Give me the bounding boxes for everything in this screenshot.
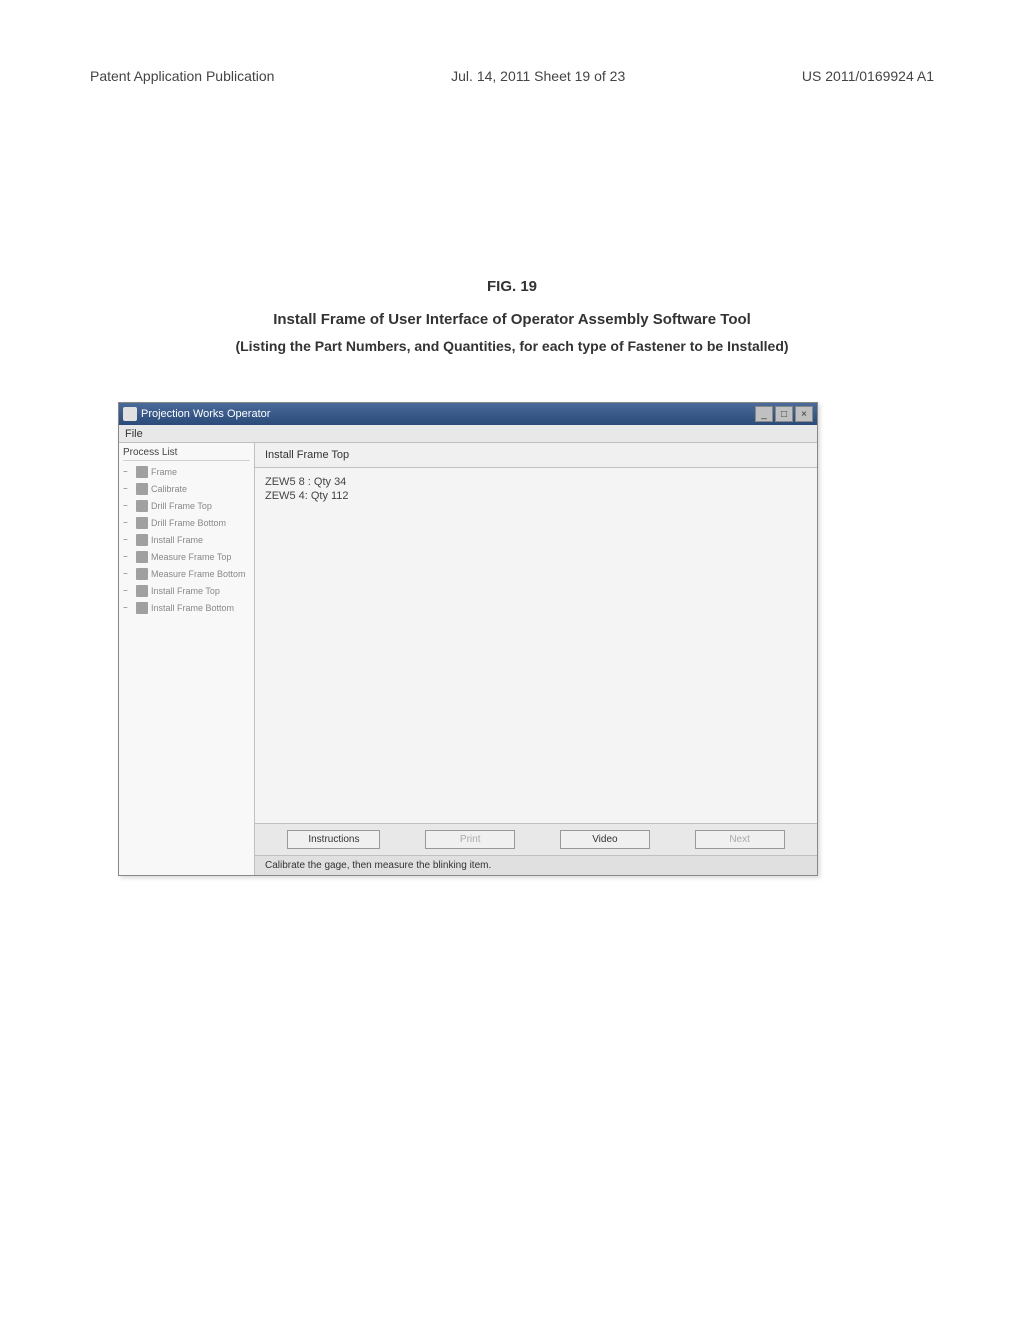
- figure-subtitle: (Listing the Part Numbers, and Quantitie…: [0, 338, 1024, 354]
- window-title: Projection Works Operator: [141, 408, 270, 420]
- button-bar: Instructions Print Video Next: [255, 823, 817, 855]
- next-button[interactable]: Next: [695, 830, 785, 849]
- sidebar: Process List − Frame − Calibrate − Drill…: [119, 443, 255, 875]
- step-icon: [136, 602, 148, 614]
- sidebar-item[interactable]: − Measure Frame Top: [123, 550, 250, 564]
- step-icon: [136, 568, 148, 580]
- page-header: Patent Application Publication Jul. 14, …: [0, 68, 1024, 84]
- expand-icon[interactable]: −: [123, 484, 133, 494]
- sidebar-item[interactable]: − Frame: [123, 465, 250, 479]
- title-bar[interactable]: Projection Works Operator _ □ ×: [119, 403, 817, 425]
- step-icon: [136, 517, 148, 529]
- sidebar-item[interactable]: − Install Frame Bottom: [123, 601, 250, 615]
- sidebar-item-label: Measure Frame Top: [151, 552, 231, 562]
- sidebar-item-label: Install Frame Top: [151, 586, 220, 596]
- step-icon: [136, 483, 148, 495]
- expand-icon[interactable]: −: [123, 467, 133, 477]
- sidebar-item-label: Drill Frame Top: [151, 501, 212, 511]
- sidebar-item[interactable]: − Install Frame Top: [123, 584, 250, 598]
- expand-icon[interactable]: −: [123, 518, 133, 528]
- content-header: Install Frame Top: [255, 443, 817, 468]
- sidebar-header: Process List: [123, 445, 250, 461]
- expand-icon[interactable]: −: [123, 535, 133, 545]
- expand-icon[interactable]: −: [123, 569, 133, 579]
- sidebar-item-label: Install Frame Bottom: [151, 603, 234, 613]
- app-icon: [123, 407, 137, 421]
- step-icon: [136, 500, 148, 512]
- app-body: Process List − Frame − Calibrate − Drill…: [119, 443, 817, 875]
- step-icon: [136, 534, 148, 546]
- sidebar-item[interactable]: − Drill Frame Bottom: [123, 516, 250, 530]
- figure-section: FIG. 19 Install Frame of User Interface …: [0, 278, 1024, 384]
- menu-file[interactable]: File: [125, 428, 143, 440]
- step-icon: [136, 466, 148, 478]
- step-icon: [136, 585, 148, 597]
- print-button[interactable]: Print: [425, 830, 515, 849]
- part-line: ZEW5 4: Qty 112: [265, 490, 807, 502]
- expand-icon[interactable]: −: [123, 586, 133, 596]
- figure-number: FIG. 19: [0, 278, 1024, 295]
- title-bar-buttons: _ □ ×: [755, 406, 813, 422]
- video-button[interactable]: Video: [560, 830, 650, 849]
- maximize-button[interactable]: □: [775, 406, 793, 422]
- instructions-button[interactable]: Instructions: [287, 830, 380, 849]
- header-right: US 2011/0169924 A1: [802, 68, 934, 84]
- figure-title: Install Frame of User Interface of Opera…: [0, 311, 1024, 328]
- main-content: Install Frame Top ZEW5 8 : Qty 34 ZEW5 4…: [255, 443, 817, 875]
- app-window: Projection Works Operator _ □ × File Pro…: [118, 402, 818, 876]
- sidebar-item[interactable]: − Calibrate: [123, 482, 250, 496]
- sidebar-item[interactable]: − Measure Frame Bottom: [123, 567, 250, 581]
- header-left: Patent Application Publication: [90, 68, 274, 84]
- expand-icon[interactable]: −: [123, 552, 133, 562]
- content-body: ZEW5 8 : Qty 34 ZEW5 4: Qty 112: [255, 468, 817, 823]
- close-button[interactable]: ×: [795, 406, 813, 422]
- step-icon: [136, 551, 148, 563]
- status-bar: Calibrate the gage, then measure the bli…: [255, 855, 817, 875]
- sidebar-item-label: Drill Frame Bottom: [151, 518, 226, 528]
- title-bar-left: Projection Works Operator: [123, 407, 270, 421]
- sidebar-item-label: Measure Frame Bottom: [151, 569, 246, 579]
- expand-icon[interactable]: −: [123, 603, 133, 613]
- sidebar-item[interactable]: − Install Frame: [123, 533, 250, 547]
- sidebar-item-label: Install Frame: [151, 535, 203, 545]
- expand-icon[interactable]: −: [123, 501, 133, 511]
- sidebar-item-label: Frame: [151, 467, 177, 477]
- sidebar-item-label: Calibrate: [151, 484, 187, 494]
- part-line: ZEW5 8 : Qty 34: [265, 476, 807, 488]
- sidebar-item[interactable]: − Drill Frame Top: [123, 499, 250, 513]
- header-center: Jul. 14, 2011 Sheet 19 of 23: [451, 68, 625, 84]
- minimize-button[interactable]: _: [755, 406, 773, 422]
- menu-bar: File: [119, 425, 817, 443]
